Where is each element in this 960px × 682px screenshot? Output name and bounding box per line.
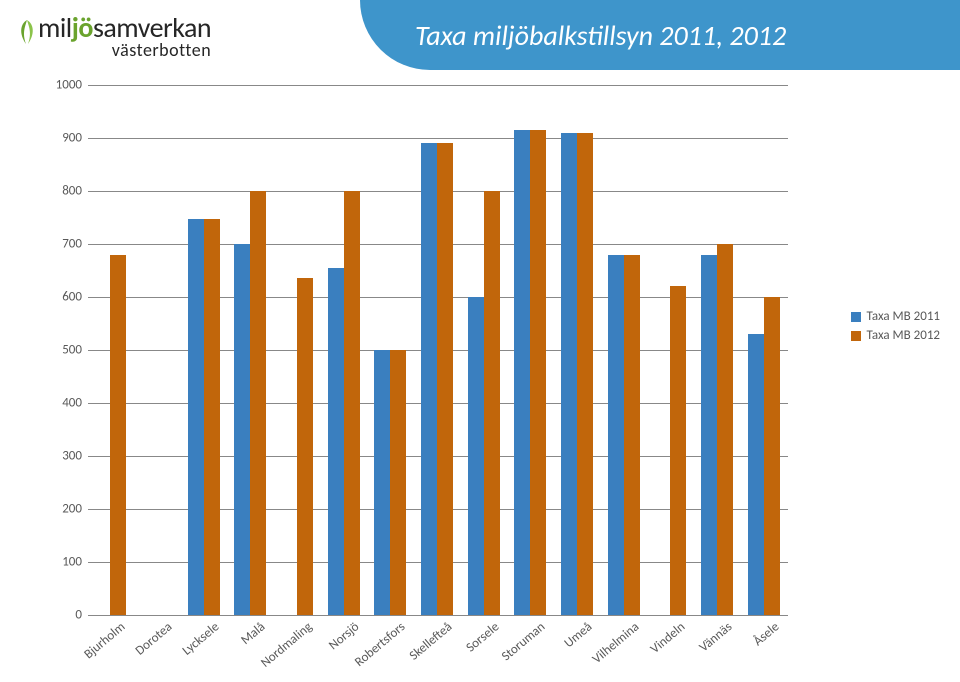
y-tick-label: 700 — [42, 237, 82, 252]
x-tick-label: Sorsele — [492, 619, 502, 630]
legend: Taxa MB 2011 Taxa MB 2012 — [851, 305, 940, 347]
bar-series-a — [468, 297, 484, 615]
x-tick-label: Storuman — [539, 619, 549, 630]
y-tick-label: 200 — [42, 502, 82, 517]
page-title-banner: Taxa miljöbalkstillsyn 2011, 2012 — [360, 0, 960, 70]
bar-series-b — [344, 191, 360, 615]
bar-series-b — [204, 219, 220, 615]
leaf-icon — [16, 18, 38, 46]
bar-series-b — [390, 350, 406, 615]
x-tick-label: Bjurholm — [119, 619, 129, 630]
bar-series-a — [748, 334, 764, 615]
logo: miljösamverkan västerbotten — [20, 10, 211, 61]
y-tick-label: 100 — [42, 555, 82, 570]
bar-series-b — [250, 191, 266, 615]
bar-series-b — [530, 130, 546, 615]
bar-series-b — [624, 255, 640, 615]
legend-swatch-icon — [851, 331, 861, 341]
bar-series-b — [297, 278, 313, 615]
bar-series-a — [701, 255, 717, 615]
y-tick-label: 1000 — [42, 78, 82, 93]
y-tick-label: 600 — [42, 290, 82, 305]
x-tick-label: Robertsfors — [399, 619, 409, 630]
legend-label: Taxa MB 2011 — [867, 309, 940, 324]
x-tick-label: Skellefteå — [446, 619, 456, 630]
bar-series-a — [514, 130, 530, 615]
y-tick-label: 0 — [42, 608, 82, 623]
bar-series-b — [717, 244, 733, 615]
gridline — [88, 85, 788, 86]
bar-series-a — [328, 268, 344, 615]
bar-series-a — [234, 244, 250, 615]
gridline — [88, 138, 788, 139]
x-tick-label: Åsele — [772, 619, 782, 630]
y-tick-label: 300 — [42, 449, 82, 464]
page-title: Taxa miljöbalkstillsyn 2011, 2012 — [415, 18, 786, 53]
bar-series-a — [561, 133, 577, 615]
bar-series-b — [670, 286, 686, 615]
y-tick-label: 500 — [42, 343, 82, 358]
x-tick-label: Vindeln — [679, 619, 689, 630]
x-tick-label: Norsjö — [352, 619, 362, 630]
bar-series-a — [421, 143, 437, 615]
plot-area: 01002003004005006007008009001000Bjurholm… — [88, 85, 788, 616]
y-tick-label: 800 — [42, 184, 82, 199]
x-tick-label: Lycksele — [212, 619, 222, 630]
bar-series-a — [188, 219, 204, 615]
gridline — [88, 615, 788, 616]
x-tick-label: Umeå — [586, 619, 596, 630]
bar-series-a — [374, 350, 390, 615]
bar-series-b — [110, 255, 126, 615]
x-tick-label: Vilhelmina — [632, 619, 642, 630]
legend-item: Taxa MB 2012 — [851, 328, 940, 343]
bar-series-b — [577, 133, 593, 615]
legend-swatch-icon — [851, 312, 861, 322]
x-tick-label: Nordmaling — [306, 619, 316, 630]
bar-series-a — [608, 255, 624, 615]
bar-series-b — [437, 143, 453, 615]
legend-label: Taxa MB 2012 — [867, 328, 940, 343]
y-tick-label: 400 — [42, 396, 82, 411]
x-tick-label: Malå — [259, 619, 269, 630]
y-tick-label: 900 — [42, 131, 82, 146]
bar-series-b — [484, 191, 500, 615]
legend-item: Taxa MB 2011 — [851, 309, 940, 324]
bar-chart: 01002003004005006007008009001000Bjurholm… — [40, 85, 940, 670]
bar-series-b — [764, 297, 780, 615]
x-tick-label: Vännäs — [726, 619, 736, 630]
x-tick-label: Dorotea — [166, 619, 176, 630]
